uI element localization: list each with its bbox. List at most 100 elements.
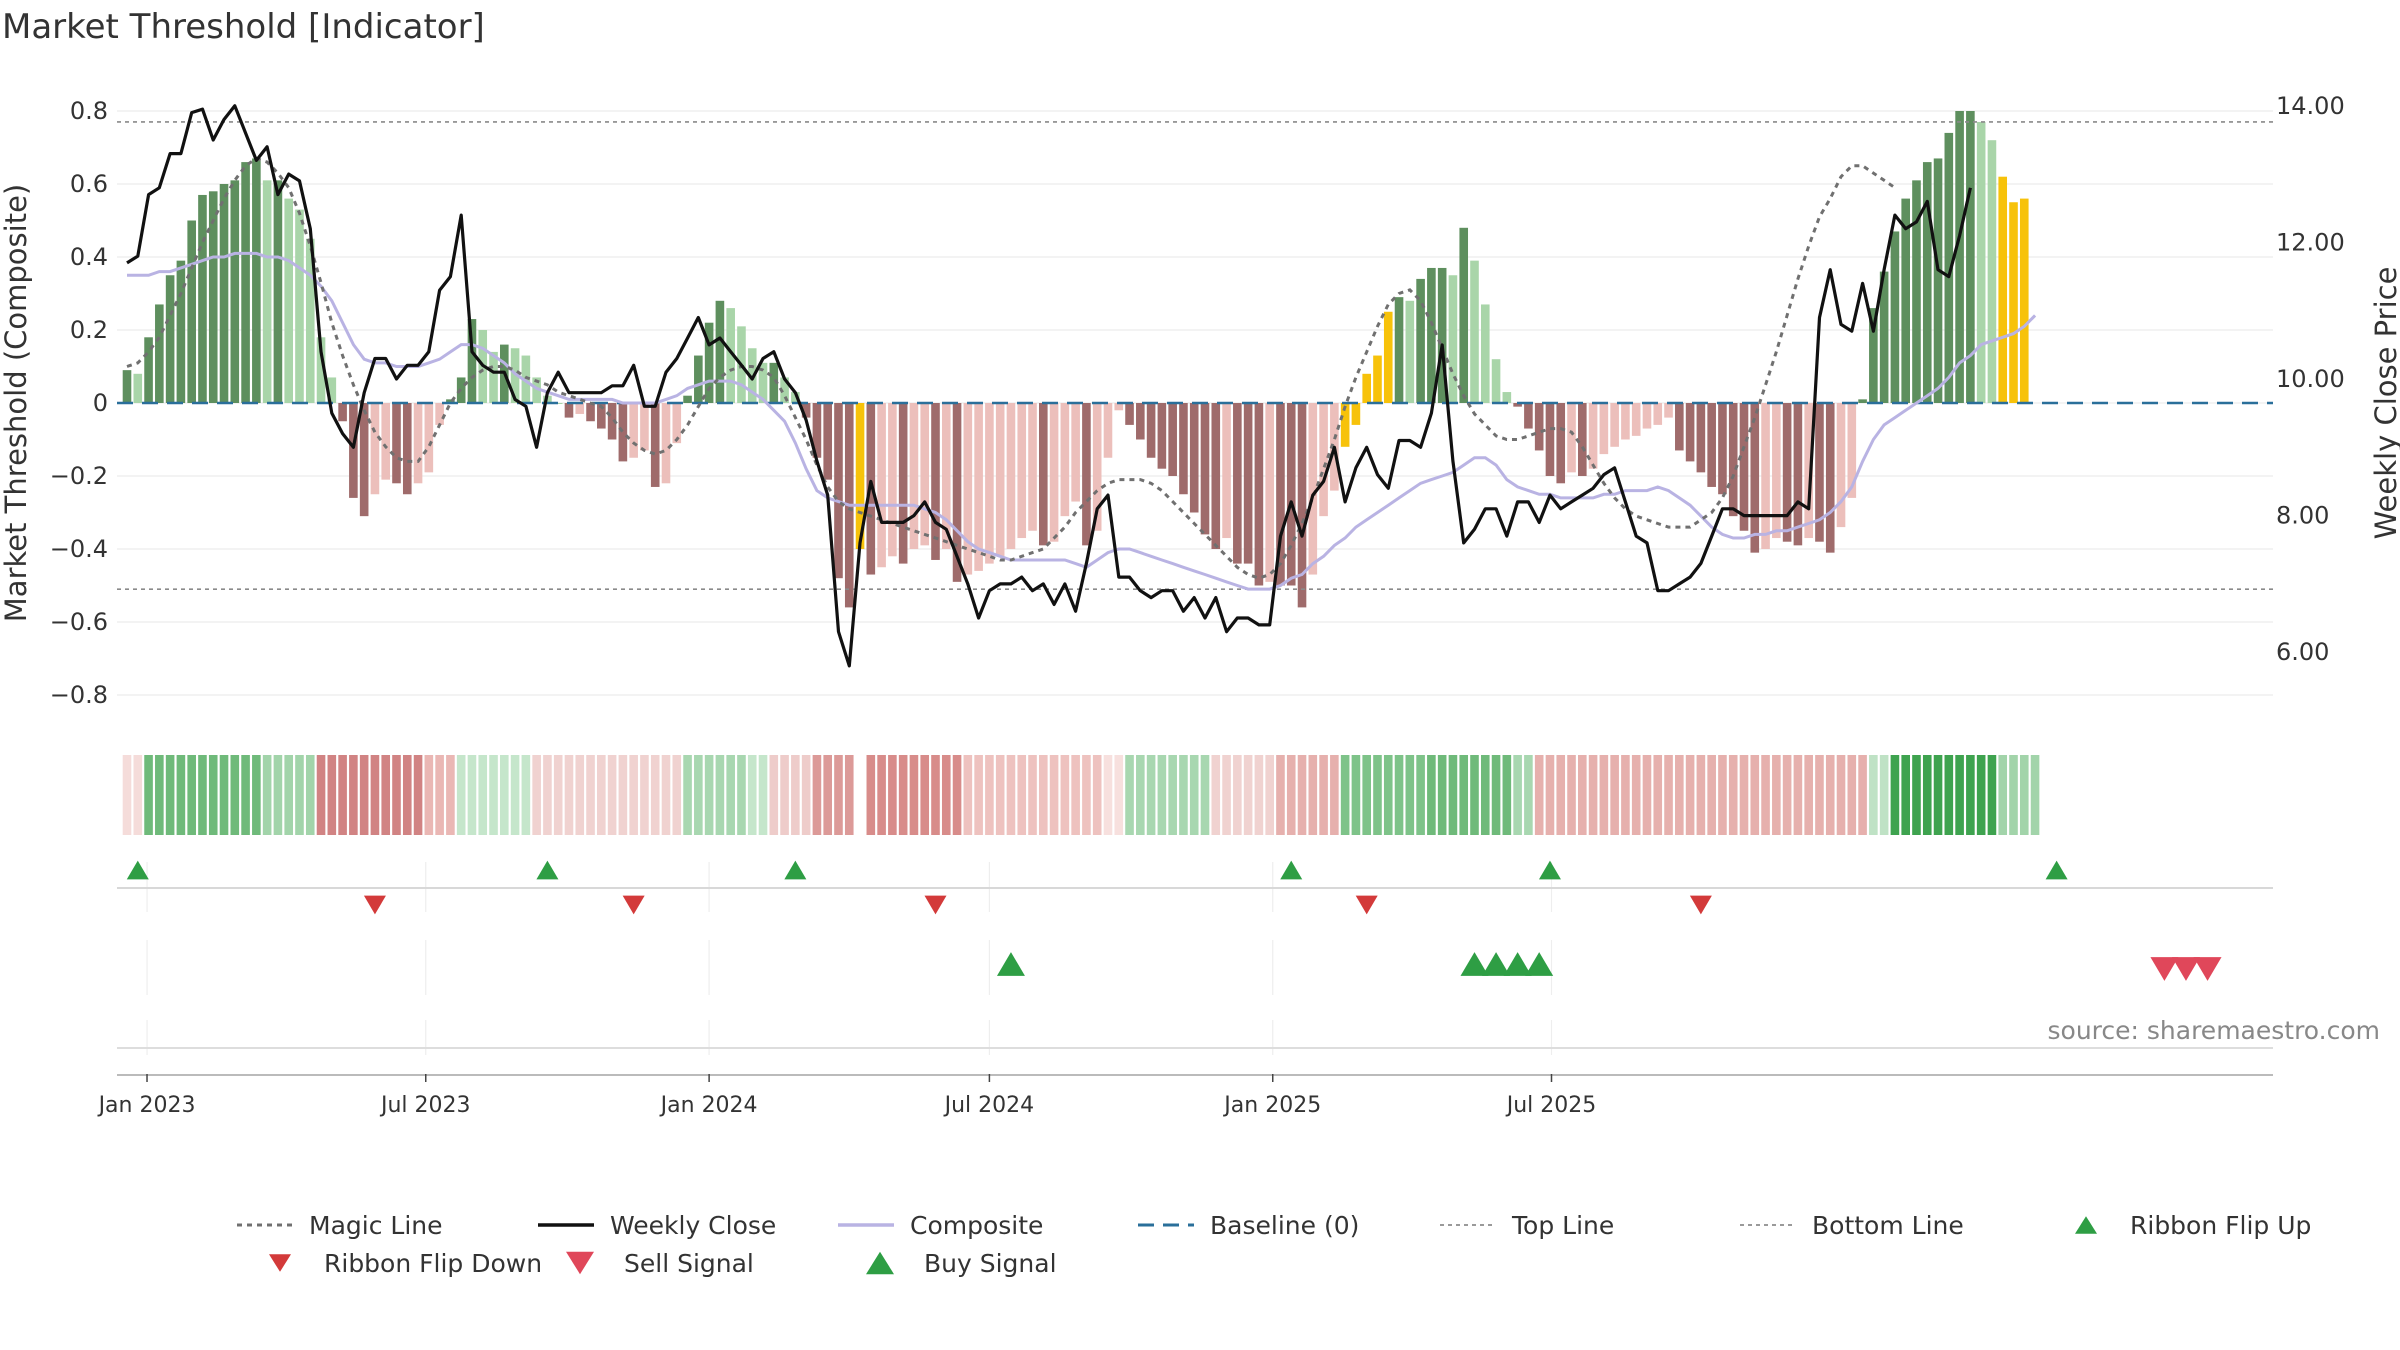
composite-bar	[1459, 227, 1469, 403]
weekly-close-line	[126, 104, 1972, 668]
ribbon-cell	[607, 755, 617, 835]
composite-bar	[1869, 308, 1878, 403]
composite-bar	[1750, 403, 1760, 553]
composite-bar	[1502, 392, 1512, 403]
ribbon-cell	[467, 755, 477, 835]
composite-bar	[413, 403, 423, 484]
composite-bar	[1480, 304, 1490, 403]
composite-bar	[349, 403, 358, 498]
ribbon-cell	[1103, 755, 1113, 835]
ribbon-cell	[402, 755, 412, 835]
composite-bar	[402, 403, 412, 495]
composite-bar	[1308, 403, 1318, 575]
buy-signal-marker	[1482, 952, 1511, 976]
ribbon-flip-up-marker	[1538, 860, 1561, 880]
composite-bar	[1265, 403, 1274, 582]
ribbon-cell	[1157, 755, 1167, 835]
ribbon-cell	[2009, 755, 2018, 835]
composite-bar	[1534, 403, 1544, 451]
composite-bar	[1922, 162, 1932, 403]
composite-bar	[952, 403, 962, 582]
composite-bar	[1017, 403, 1027, 539]
composite-bar	[1642, 403, 1652, 429]
composite-bar	[1136, 403, 1145, 440]
composite-bar	[801, 403, 811, 418]
composite-bar	[1675, 403, 1684, 451]
legend-item: Weekly Close	[538, 1211, 776, 1240]
y-left-tick-label: 0.4	[70, 243, 108, 271]
ribbon-cell	[349, 755, 358, 835]
ribbon-cell	[1588, 755, 1598, 835]
ribbon-cell	[1189, 755, 1199, 835]
composite-bar	[1060, 403, 1070, 517]
composite-bar	[1082, 403, 1091, 546]
ribbon-strip	[122, 755, 2040, 835]
composite-bar	[1761, 403, 1770, 549]
composite-bar	[381, 403, 391, 480]
composite-bar	[165, 275, 175, 403]
ribbon-cell	[478, 755, 488, 835]
composite-bar	[1200, 403, 1210, 535]
composite-bar	[985, 403, 994, 564]
composite-bar	[607, 403, 617, 440]
ribbon-cell	[1297, 755, 1307, 835]
legend-label: Magic Line	[309, 1211, 443, 1240]
composite-bar	[1427, 267, 1436, 403]
ribbon-cell	[564, 755, 574, 835]
composite-bar	[1114, 403, 1124, 411]
ribbon-cell	[2019, 755, 2029, 835]
ribbon-cell	[1480, 755, 1490, 835]
ribbon-cell	[1006, 755, 1016, 835]
ribbon-cell	[1621, 755, 1630, 835]
ribbon-flip-up-marker	[784, 860, 807, 880]
y-right-tick-label: 12.00	[2276, 228, 2345, 256]
composite-bar	[424, 403, 434, 473]
ribbon-cell	[888, 755, 897, 835]
ribbon-cell	[435, 755, 444, 835]
ribbon-cell	[1987, 755, 1997, 835]
composite-bar	[1772, 403, 1781, 539]
composite-bar	[661, 403, 671, 484]
ribbon-flip-down-marker	[363, 895, 386, 915]
composite-bar	[1437, 267, 1447, 403]
composite-bar	[1858, 399, 1867, 403]
legend-label: Weekly Close	[610, 1211, 776, 1240]
composite-bar	[2009, 202, 2018, 403]
buy-signal-marker	[996, 952, 1025, 976]
ribbon-cell	[1470, 755, 1479, 835]
composite-bar	[446, 399, 455, 403]
ribbon-cell	[985, 755, 994, 835]
composite-bar	[597, 403, 606, 429]
ribbon-cell	[877, 755, 886, 835]
legend-item: Sell Signal	[566, 1249, 754, 1278]
ribbon-cell	[456, 755, 466, 835]
ribbon-cell	[1319, 755, 1328, 835]
ribbon-cell	[1502, 755, 1512, 835]
ribbon-cell	[1125, 755, 1134, 835]
composite-bar	[1664, 403, 1673, 418]
ribbon-cell	[241, 755, 250, 835]
composite-bar	[898, 403, 908, 564]
ribbon-cell	[1136, 755, 1145, 835]
legend-item: Bottom Line	[1740, 1211, 1964, 1240]
composite-bar	[1297, 403, 1307, 608]
y-left-tick-label: 0.2	[70, 316, 108, 344]
composite-bar	[273, 180, 283, 403]
ribbon-cell	[758, 755, 768, 835]
composite-bar	[435, 403, 444, 425]
x-tick-label: Jul 2024	[943, 1093, 1035, 1118]
composite-bar	[1222, 403, 1231, 539]
composite-bar	[931, 403, 940, 560]
ribbon-cell	[1276, 755, 1285, 835]
ribbon-cell	[252, 755, 261, 835]
composite-bar	[1901, 198, 1910, 403]
ribbon-cell	[198, 755, 207, 835]
composite-bar	[1039, 403, 1048, 546]
buy-signal-marker	[1525, 952, 1554, 976]
magic-line	[126, 156, 1896, 580]
composite-bar	[640, 403, 649, 451]
composite-bar	[715, 300, 725, 403]
ribbon-cell	[661, 755, 671, 835]
legend-item: Ribbon Flip Up	[2075, 1211, 2311, 1240]
ribbon-cell	[230, 755, 240, 835]
